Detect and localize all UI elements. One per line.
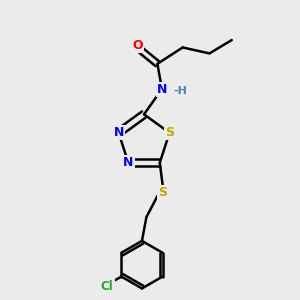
Text: Cl: Cl [101,280,114,293]
Text: N: N [113,126,124,139]
Text: O: O [133,39,143,52]
Text: S: S [165,126,174,139]
Text: N: N [157,82,167,96]
Text: S: S [158,186,167,199]
Text: N: N [123,156,134,169]
Text: -H: -H [173,85,187,96]
